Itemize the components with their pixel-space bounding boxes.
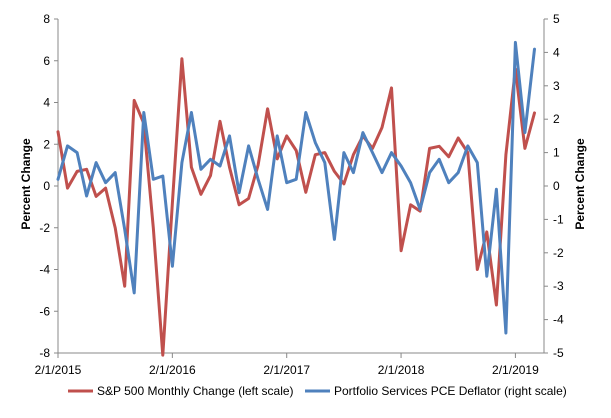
left-y-tick-label: -8: [39, 346, 50, 360]
right-y-tick-label: -2: [553, 246, 564, 260]
left-y-tick-label: -4: [39, 263, 50, 277]
legend-label-sp500: S&P 500 Monthly Change (left scale): [97, 384, 294, 398]
right-y-tick-label: -3: [553, 279, 564, 293]
left-y-tick-label: 4: [43, 96, 50, 110]
x-axis-ticks: 2/1/2015 2/1/2016 2/1/2017 2/1/2018 2/1/2019: [35, 353, 539, 377]
right-y-tick-label: -4: [553, 313, 564, 327]
right-y-tick-label: 0: [553, 179, 560, 193]
right-y-tick-label: 1: [553, 146, 560, 160]
legend-label-pce-deflator: Portfolio Services PCE Deflator (right s…: [334, 384, 567, 398]
right-y-tick-label: -5: [553, 346, 564, 360]
right-y-tick-label: -1: [553, 212, 564, 226]
left-axis-title: Percent Change: [19, 138, 33, 230]
legend: S&P 500 Monthly Change (left scale) Port…: [68, 384, 567, 398]
right-axis-title: Percent Change: [573, 138, 587, 230]
series-line-sp500: [56, 57, 536, 357]
left-y-tick-label: -6: [39, 304, 50, 318]
left-y-tick-label: 8: [43, 12, 50, 26]
right-y-tick-label: 4: [553, 45, 560, 59]
x-tick-label: 2/1/2016: [149, 363, 196, 377]
right-y-tick-label: 5: [553, 12, 560, 26]
left-y-axis-ticks: -8 -6 -4 -2 0 2 4 6 8: [39, 12, 58, 360]
right-y-tick-label: 2: [553, 112, 560, 126]
left-y-tick-label: 6: [43, 54, 50, 68]
series-lines: [56, 40, 536, 357]
series-line-pce-deflator: [56, 40, 536, 335]
left-y-tick-label: 2: [43, 137, 50, 151]
right-y-axis-ticks: -5 -4 -3 -2 -1 0 1 2 3 4 5: [544, 12, 564, 360]
x-tick-label: 2/1/2019: [492, 363, 539, 377]
x-tick-label: 2/1/2017: [263, 363, 310, 377]
right-y-tick-label: 3: [553, 79, 560, 93]
left-y-tick-label: 0: [43, 179, 50, 193]
left-y-tick-label: -2: [39, 221, 50, 235]
x-tick-label: 2/1/2015: [35, 363, 82, 377]
x-tick-label: 2/1/2018: [378, 363, 425, 377]
